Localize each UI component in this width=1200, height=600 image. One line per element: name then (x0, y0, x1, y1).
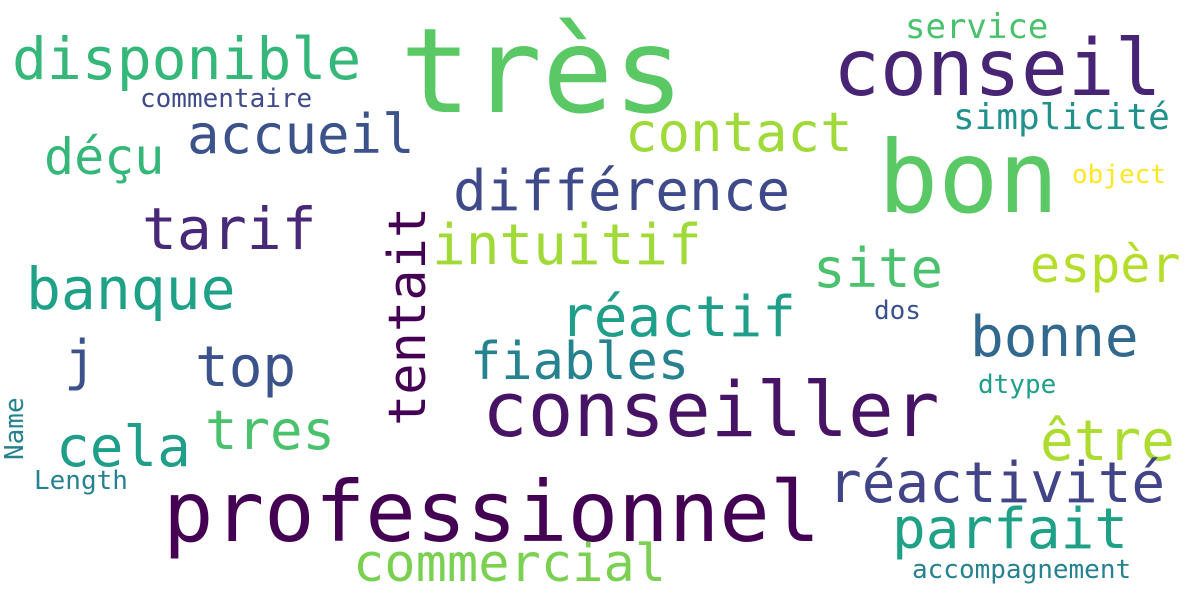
word-etre: être (1040, 409, 1175, 474)
word-cela: cela (56, 415, 191, 480)
word-j: j (64, 329, 97, 392)
word-dtype: dtype (978, 370, 1057, 400)
word-service: service (905, 7, 1049, 47)
word-dos: dos (874, 296, 921, 326)
word-esper: espèr (1030, 236, 1181, 294)
word-conseil: conseil (833, 24, 1162, 114)
word-commentaire: commentaire (140, 84, 313, 114)
word-site: site (813, 237, 944, 300)
word-conseiller: conseiller (482, 365, 940, 454)
word-intuitif: intuitif (432, 213, 702, 278)
word-decu: déçu (44, 128, 165, 186)
word-tres-accent: très (400, 2, 685, 140)
word-reactivite: réactivité (828, 451, 1166, 516)
word-accueil: accueil (187, 103, 415, 166)
word-fiables: fiables (470, 332, 690, 392)
word-difference: différence (453, 159, 791, 224)
word-contact: contact (625, 101, 853, 164)
word-bonne: bonne (970, 305, 1139, 370)
word-top: top (195, 335, 297, 400)
word-banque: banque (26, 255, 236, 323)
word-tres-plain: tres (205, 399, 336, 462)
word-disponible: disponible (12, 25, 362, 93)
word-object: object (1072, 160, 1166, 190)
word-name: Name (0, 397, 30, 460)
word-accompagnement: accompagnement (912, 555, 1132, 585)
word-simplicite: simplicité (953, 97, 1170, 138)
word-length: Length (34, 466, 128, 496)
word-parfait: parfait (892, 497, 1129, 562)
word-professionnel: professionnel (163, 463, 821, 561)
word-commercial: commercial (353, 534, 667, 594)
word-bon: bon (878, 119, 1059, 236)
word-tarif: tarif (142, 195, 317, 263)
word-reactif: réactif (560, 285, 797, 350)
word-tentait: tentait (378, 206, 438, 426)
